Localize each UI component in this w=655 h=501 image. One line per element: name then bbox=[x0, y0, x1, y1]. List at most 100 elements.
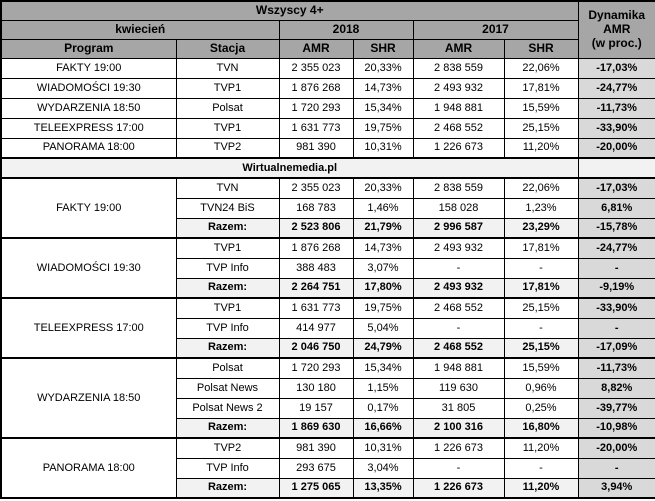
dynamics-cell: -24,77% bbox=[577, 237, 655, 259]
program-cell: TELEEXPRESS 17:00 bbox=[0, 117, 177, 139]
year-2018-header: 2018 bbox=[278, 19, 414, 40]
station-cell: TVP1 bbox=[175, 77, 280, 99]
group-total-row: Razem: 1 275 065 13,35% 1 226 673 11,20%… bbox=[1, 477, 655, 499]
shr-2018-cell: 15,34% bbox=[352, 357, 414, 379]
amr-2018-cell: 168 783 bbox=[278, 197, 354, 219]
shr-2018-cell: 15,34% bbox=[352, 97, 414, 119]
header-row-columns: Program Stacja AMR SHR AMR SHR bbox=[0, 38, 655, 59]
group-total-row: Razem: 2 523 806 21,79% 2 996 587 23,29%… bbox=[1, 217, 655, 239]
shr-2018-cell: 16,66% bbox=[352, 417, 414, 439]
shr-2017-cell: 0,25% bbox=[503, 397, 579, 419]
amr-2017-cell: 2 493 932 bbox=[412, 77, 505, 99]
amr-2018-cell: 130 180 bbox=[278, 377, 354, 399]
amr-2017-cell: 1 226 673 bbox=[412, 137, 505, 159]
shr-2017-cell: 11,20% bbox=[503, 477, 579, 499]
amr-2017-cell: 1 226 673 bbox=[412, 437, 505, 459]
amr-2018-cell: 2 523 806 bbox=[278, 217, 354, 239]
amr-2018-cell: 2 355 023 bbox=[278, 57, 354, 79]
amr-2017-cell: 2 838 559 bbox=[412, 57, 505, 79]
group-row: PANORAMA 18:00 TVP2 981 390 10,31% 1 226… bbox=[0, 437, 655, 499]
amr-2018-cell: 414 977 bbox=[278, 317, 354, 339]
dynamics-cell: -33,90% bbox=[577, 297, 655, 319]
amr-2018-cell: 1 631 773 bbox=[278, 117, 354, 139]
amr-2017-cell: 2 493 932 bbox=[412, 237, 505, 259]
amr-2017-cell: 1 226 673 bbox=[412, 477, 505, 499]
shr-2017-cell: 1,23% bbox=[503, 197, 579, 219]
header-row-period: kwiecień 2018 2017 bbox=[0, 19, 655, 40]
station-cell: TVP Info bbox=[175, 457, 280, 479]
amr-2017-cell: 2 100 316 bbox=[412, 417, 505, 439]
program-cell: PANORAMA 18:00 bbox=[0, 137, 177, 159]
shr-2018-cell: 20,33% bbox=[352, 177, 414, 199]
amr-2017-cell: 2 996 587 bbox=[412, 217, 505, 239]
shr-2018-cell: 19,75% bbox=[352, 117, 414, 139]
station-cell: Polsat News bbox=[175, 377, 280, 399]
dynamics-cell: -20,00% bbox=[577, 137, 655, 159]
station-cell: Polsat bbox=[175, 97, 280, 119]
shr-2017-cell: 15,59% bbox=[503, 97, 579, 119]
shr-2017-cell: 17,81% bbox=[503, 277, 579, 299]
amr-2018-cell: 1 275 065 bbox=[278, 477, 354, 499]
dynamics-cell: -39,77% bbox=[577, 397, 655, 419]
group-total-row: Razem: 2 046 750 24,79% 2 468 552 25,15%… bbox=[1, 337, 655, 359]
dynamics-cell: -20,00% bbox=[577, 437, 655, 459]
shr-2017-cell: 23,29% bbox=[503, 217, 579, 239]
dynamics-column-header: Dynamika AMR (w proc.) bbox=[577, 0, 655, 59]
shr-2018-cell: 1,46% bbox=[352, 197, 414, 219]
dynamics-cell: -33,90% bbox=[577, 117, 655, 139]
shr-2018-cell: 13,35% bbox=[352, 477, 414, 499]
amr-2018-cell: 1 869 630 bbox=[278, 417, 354, 439]
program-cell: TELEEXPRESS 17:00 bbox=[0, 297, 177, 359]
shr-2017-cell: 25,15% bbox=[503, 337, 579, 359]
shr-2018-cell: 10,31% bbox=[352, 137, 414, 159]
station-cell: Razem: bbox=[175, 217, 280, 239]
shr-2017-cell: - bbox=[503, 457, 579, 479]
amr-2017-cell: 2 493 932 bbox=[412, 277, 505, 299]
dynamics-cell: 8,82% bbox=[577, 377, 655, 399]
amr-2018-cell: 981 390 bbox=[278, 437, 354, 459]
shr-2017-cell: 15,59% bbox=[503, 357, 579, 379]
dynamics-cell: -15,78% bbox=[577, 217, 655, 239]
station-cell: TVP Info bbox=[175, 317, 280, 339]
dynamics-cell: 6,81% bbox=[577, 197, 655, 219]
shr-2018-cell: 3,04% bbox=[352, 457, 414, 479]
program-cell: WYDARZENIA 18:50 bbox=[0, 357, 177, 439]
station-cell: TVP2 bbox=[175, 437, 280, 459]
station-cell: TVP1 bbox=[175, 297, 280, 319]
shr-2017-cell: 11,20% bbox=[503, 437, 579, 459]
group-row: TVP Info 414 977 5,04% - - - bbox=[1, 317, 655, 339]
shr-2017-cell: 25,15% bbox=[503, 297, 579, 319]
shr-2017-cell: 17,81% bbox=[503, 237, 579, 259]
station-cell: TVP2 bbox=[175, 137, 280, 159]
group-row: TELEEXPRESS 17:00 TVP1 1 631 773 19,75% … bbox=[0, 297, 655, 359]
amr-2018-cell: 981 390 bbox=[278, 137, 354, 159]
shr-2018-cell: 14,73% bbox=[352, 237, 414, 259]
amr-2017-cell: 2 468 552 bbox=[412, 337, 505, 359]
program-cell: WYDARZENIA 18:50 bbox=[0, 97, 177, 119]
group-row: TVP Info 293 675 3,04% - - - bbox=[1, 457, 655, 479]
dynamics-cell: -9,19% bbox=[577, 277, 655, 299]
dynamics-cell: -11,73% bbox=[577, 357, 655, 379]
amr-2017-cell: 2 468 552 bbox=[412, 297, 505, 319]
amr-2017-cell: 31 805 bbox=[412, 397, 505, 419]
shr-2017-cell: 16,80% bbox=[503, 417, 579, 439]
audience-group-header: Wszyscy 4+ bbox=[0, 0, 579, 21]
amr-2018-cell: 2 355 023 bbox=[278, 177, 354, 199]
dynamics-cell: -17,09% bbox=[577, 337, 655, 359]
group-total-row: Razem: 2 264 751 17,80% 2 493 932 17,81%… bbox=[1, 277, 655, 299]
station-cell: Razem: bbox=[175, 337, 280, 359]
shr-2018-cell: 21,79% bbox=[352, 217, 414, 239]
shr-2017-cell: - bbox=[503, 257, 579, 279]
month-header: kwiecień bbox=[0, 19, 280, 40]
station-cell: Razem: bbox=[175, 477, 280, 499]
shr-2018-cell: 20,33% bbox=[352, 57, 414, 79]
amr-2017-cell: 1 948 881 bbox=[412, 357, 505, 379]
dynamics-cell: - bbox=[577, 257, 655, 279]
amr-2018-cell: 293 675 bbox=[278, 457, 354, 479]
shr-2017-cell: - bbox=[503, 317, 579, 339]
station-cell: TVP Info bbox=[175, 257, 280, 279]
shr-2017-cell: 22,06% bbox=[503, 177, 579, 199]
group-row: TVP Info 388 483 3,07% - - - bbox=[1, 257, 655, 279]
station-cell: TVN bbox=[175, 177, 280, 199]
